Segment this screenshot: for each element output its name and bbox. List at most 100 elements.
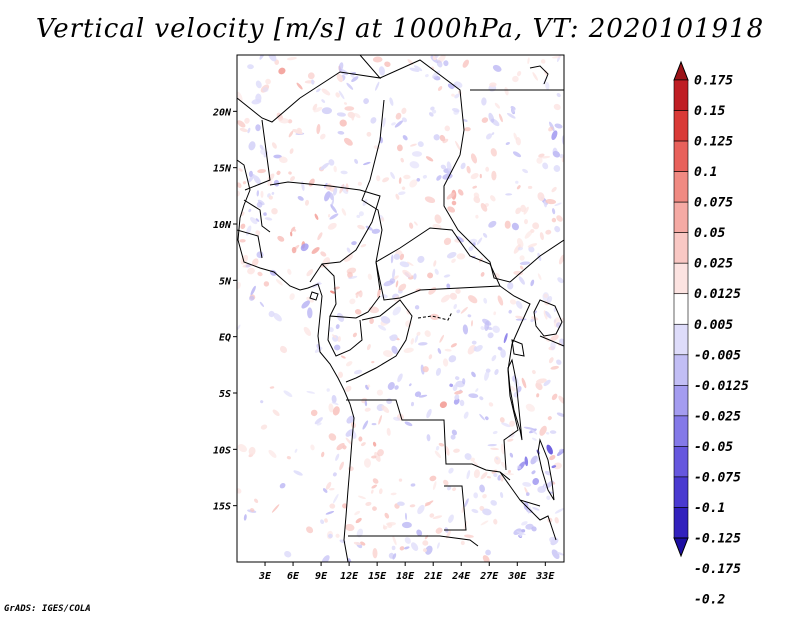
velocity-cell bbox=[428, 112, 434, 117]
velocity-cell bbox=[451, 429, 458, 436]
velocity-cell bbox=[472, 185, 478, 189]
velocity-cell bbox=[556, 551, 564, 556]
velocity-cell bbox=[341, 208, 347, 216]
velocity-cell bbox=[471, 508, 479, 514]
velocity-cell bbox=[314, 417, 323, 425]
velocity-cell bbox=[436, 542, 440, 549]
velocity-cell bbox=[554, 508, 564, 514]
bioko bbox=[309, 291, 319, 301]
lat-tick-label: 15S bbox=[213, 502, 231, 513]
velocity-cell bbox=[414, 305, 420, 310]
velocity-cell bbox=[354, 309, 362, 315]
velocity-cell bbox=[310, 444, 315, 451]
velocity-cell bbox=[303, 326, 312, 336]
velocity-cell bbox=[551, 217, 557, 223]
velocity-cell bbox=[365, 501, 372, 506]
velocity-cell bbox=[522, 168, 529, 174]
velocity-cell bbox=[516, 185, 521, 190]
velocity-cell bbox=[426, 434, 431, 442]
velocity-cell bbox=[539, 232, 544, 241]
velocity-cell bbox=[422, 366, 429, 373]
velocity-cell bbox=[330, 204, 337, 213]
velocity-cell bbox=[354, 112, 361, 119]
velocity-cell bbox=[413, 65, 423, 72]
velocity-cell bbox=[473, 196, 481, 204]
velocity-cell bbox=[449, 383, 454, 388]
velocity-cell bbox=[462, 378, 466, 385]
velocity-cell bbox=[516, 71, 522, 77]
velocity-cell bbox=[444, 125, 451, 132]
velocity-cell bbox=[398, 177, 402, 184]
velocity-cell bbox=[475, 214, 479, 219]
lat-tick-label: 10N bbox=[213, 220, 232, 231]
velocity-cell bbox=[511, 375, 519, 384]
velocity-cell bbox=[372, 56, 383, 63]
velocity-cell bbox=[240, 223, 246, 229]
velocity-cell bbox=[454, 390, 464, 395]
velocity-cell bbox=[255, 80, 262, 89]
velocity-cell bbox=[289, 293, 295, 301]
velocity-cell bbox=[398, 191, 406, 196]
velocity-cell bbox=[381, 294, 388, 299]
velocity-cell bbox=[275, 279, 283, 286]
congo-river bbox=[417, 311, 453, 321]
velocity-cell bbox=[250, 217, 258, 225]
velocity-cell bbox=[518, 276, 525, 285]
colorbar-label: -0.1 bbox=[694, 501, 725, 516]
velocity-cell bbox=[392, 535, 397, 546]
velocity-cell bbox=[345, 437, 353, 446]
velocity-cell bbox=[447, 206, 456, 213]
velocity-cell bbox=[523, 426, 535, 430]
velocity-cell bbox=[329, 503, 336, 509]
velocity-cell bbox=[559, 153, 564, 159]
velocity-cell bbox=[247, 64, 254, 70]
velocity-cell bbox=[445, 446, 450, 456]
velocity-cell bbox=[288, 171, 292, 175]
velocity-cell bbox=[436, 175, 442, 181]
velocity-cell bbox=[434, 450, 442, 459]
velocity-cell bbox=[321, 555, 330, 562]
velocity-cell bbox=[500, 349, 506, 358]
velocity-cell bbox=[443, 479, 449, 486]
velocity-cell bbox=[523, 206, 529, 215]
velocity-cell bbox=[290, 176, 295, 182]
velocity-cell bbox=[262, 87, 269, 93]
velocity-cell bbox=[536, 378, 547, 384]
colorbar-cell bbox=[673, 323, 689, 356]
colorbar-label: -0.2 bbox=[694, 593, 725, 608]
velocity-cell bbox=[248, 174, 255, 183]
velocity-cell bbox=[435, 445, 440, 451]
velocity-cell bbox=[390, 171, 395, 180]
velocity-cell bbox=[488, 220, 497, 228]
velocity-cell bbox=[481, 117, 489, 123]
velocity-cell bbox=[451, 200, 457, 206]
velocity-cell bbox=[366, 344, 371, 351]
velocity-cell bbox=[328, 159, 335, 166]
velocity-cell bbox=[409, 504, 416, 508]
velocity-cell bbox=[311, 247, 320, 254]
velocity-cell bbox=[380, 316, 391, 324]
colorbar-cell bbox=[673, 262, 689, 295]
velocity-cell bbox=[372, 548, 378, 559]
velocity-cell bbox=[338, 90, 345, 100]
lon-tick-label: 24E bbox=[451, 571, 471, 582]
velocity-cell bbox=[237, 444, 247, 453]
velocity-cell bbox=[516, 238, 524, 248]
velocity-cell bbox=[473, 492, 479, 499]
velocity-cell bbox=[362, 420, 369, 430]
velocity-cell bbox=[263, 281, 270, 287]
velocity-cell bbox=[336, 443, 345, 451]
velocity-cell bbox=[401, 107, 407, 115]
velocity-cell bbox=[503, 472, 514, 476]
velocity-cell bbox=[386, 398, 393, 405]
velocity-cell bbox=[383, 524, 386, 530]
velocity-cell bbox=[363, 458, 372, 468]
velocity-cell bbox=[557, 277, 564, 284]
border-libya-niger bbox=[299, 55, 382, 99]
velocity-cell bbox=[257, 199, 265, 206]
velocity-cell bbox=[551, 208, 556, 215]
velocity-cell bbox=[485, 133, 493, 140]
velocity-cell bbox=[551, 186, 557, 193]
velocity-cell bbox=[326, 388, 330, 392]
